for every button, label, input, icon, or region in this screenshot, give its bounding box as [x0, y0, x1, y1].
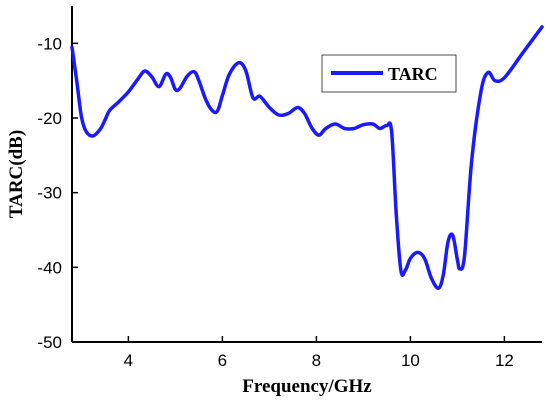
x-tick-label: 8 [312, 351, 321, 370]
legend-label-tarc: TARC [388, 64, 438, 84]
x-axis-title: Frequency/GHz [242, 376, 372, 397]
series-layer [70, 25, 544, 290]
axis-tick-labels: 4 6 8 10 12 -10 -20 -30 -40 -50 [37, 34, 513, 370]
y-tick-label: -50 [37, 333, 62, 352]
legend: TARC [321, 54, 457, 93]
series-line-tarc [70, 25, 544, 290]
x-tick-label: 12 [495, 351, 514, 370]
y-tick-label: -20 [37, 109, 62, 128]
y-tick-label: -40 [37, 258, 62, 277]
x-tick-label: 4 [124, 351, 133, 370]
y-tick-label: -10 [37, 34, 62, 53]
x-tick-label: 6 [218, 351, 227, 370]
axis-ticks [72, 42, 506, 343]
y-tick-label: -30 [37, 184, 62, 203]
y-axis-title: TARC(dB) [6, 130, 27, 218]
x-tick-label: 10 [401, 351, 420, 370]
